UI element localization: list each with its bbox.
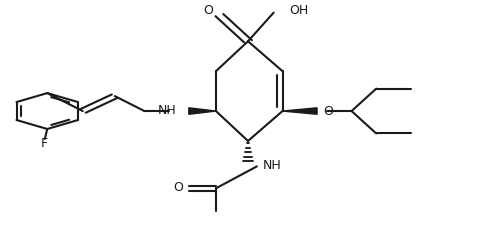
Text: O: O xyxy=(323,105,333,117)
Polygon shape xyxy=(283,108,317,114)
Text: O: O xyxy=(203,4,213,17)
Polygon shape xyxy=(189,108,216,114)
Text: OH: OH xyxy=(290,4,309,17)
Text: O: O xyxy=(173,181,183,194)
Text: NH: NH xyxy=(158,104,177,116)
Text: NH: NH xyxy=(263,159,282,172)
Text: F: F xyxy=(41,137,48,150)
